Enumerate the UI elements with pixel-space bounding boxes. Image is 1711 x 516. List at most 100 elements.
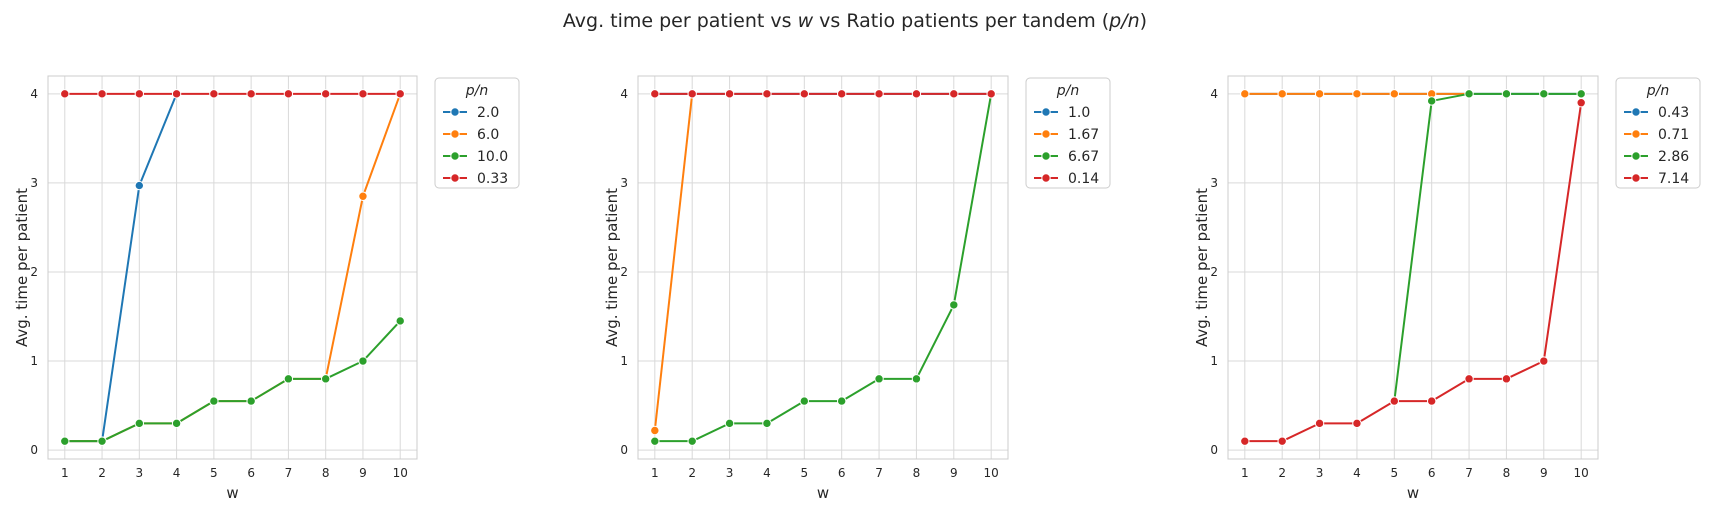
data-point <box>171 418 182 429</box>
data-point <box>1389 396 1400 406</box>
y-tick-label: 3 <box>620 176 628 190</box>
series-line <box>64 320 401 443</box>
x-tick-label: 3 <box>726 466 734 480</box>
legend-label: 1.67 <box>1068 127 1099 143</box>
legend-swatch-marker <box>1631 107 1641 117</box>
y-tick-label: 4 <box>30 87 38 101</box>
y-tick-label: 3 <box>30 176 38 190</box>
series-line <box>1244 102 1583 443</box>
chart-panel-2: 1 2 3 4 5 6 7 8 9 10 0 1 2 3 4 w Avg. time per patient p/… <box>603 75 1111 502</box>
data-point <box>836 89 847 99</box>
legend-title: p/n <box>1646 83 1669 99</box>
legend-swatch-marker <box>1631 129 1641 139</box>
x-tick-label: 2 <box>688 466 696 480</box>
data-point <box>949 89 959 99</box>
legend-label: 1.0 <box>1068 105 1090 121</box>
data-point <box>1501 89 1512 99</box>
legend-label: 6.0 <box>477 127 499 143</box>
data-point <box>1426 96 1437 106</box>
data-point <box>724 89 735 99</box>
data-point <box>97 89 107 99</box>
data-point <box>1352 418 1362 429</box>
data-point <box>134 418 145 429</box>
legend-label: 7.14 <box>1658 171 1689 187</box>
data-point <box>246 89 256 99</box>
data-point <box>1426 396 1437 406</box>
x-tick-label: 6 <box>1428 466 1436 480</box>
x-tick-label: 1 <box>61 466 69 480</box>
plot-frame <box>47 75 418 460</box>
data-point <box>724 418 735 429</box>
legend: p/n 2.0 6.0 10.0 0.33 <box>434 77 520 189</box>
data-point <box>1464 89 1474 99</box>
data-point <box>395 89 405 99</box>
series-0.33 <box>60 89 405 99</box>
legend-swatch-marker <box>450 173 460 183</box>
data-point <box>949 300 959 310</box>
y-tick-label: 2 <box>620 265 628 279</box>
data-point <box>1240 436 1250 446</box>
data-point <box>134 180 145 191</box>
data-point <box>1539 356 1549 366</box>
y-tick-label: 1 <box>30 354 38 368</box>
x-tick-label: 8 <box>1503 466 1511 480</box>
data-point <box>209 396 219 406</box>
x-tick-label: 9 <box>359 466 367 480</box>
y-tick-label: 4 <box>1210 87 1218 101</box>
legend-label: 2.0 <box>477 105 499 121</box>
data-point <box>1576 89 1586 99</box>
x-tick-label: 6 <box>838 466 846 480</box>
legend-swatch-marker <box>1041 173 1051 183</box>
data-point <box>395 316 405 326</box>
legend-label: 2.86 <box>1658 149 1689 165</box>
data-point <box>911 374 922 384</box>
data-point <box>1389 89 1400 99</box>
x-tick-label: 3 <box>1316 466 1324 480</box>
data-point <box>1277 436 1287 446</box>
legend-title: p/n <box>1056 83 1079 99</box>
legend-label: 10.0 <box>477 149 508 165</box>
data-point <box>762 89 772 99</box>
series-0.14 <box>650 89 996 99</box>
x-tick-label: 4 <box>173 466 181 480</box>
series-2.86 <box>1389 89 1586 406</box>
data-point <box>60 436 70 446</box>
data-point <box>874 374 884 384</box>
plot-frame <box>637 75 1009 460</box>
series-line <box>1393 92 1582 402</box>
series-6.0 <box>60 89 405 446</box>
data-point <box>60 89 70 99</box>
data-point <box>1501 374 1512 384</box>
data-point <box>209 89 219 99</box>
y-tick-label: 0 <box>30 443 38 457</box>
data-point <box>799 89 810 99</box>
data-point <box>320 374 331 384</box>
data-point <box>97 436 107 446</box>
x-tick-label: 7 <box>1465 466 1473 480</box>
series-line <box>654 93 993 443</box>
data-point <box>650 436 660 446</box>
x-tick-label: 7 <box>285 466 293 480</box>
series-line <box>64 93 402 443</box>
y-tick-label: 3 <box>1210 176 1218 190</box>
x-axis-label: w <box>1407 484 1419 502</box>
data-point <box>134 89 145 99</box>
data-point <box>1277 89 1287 99</box>
legend-label: 0.14 <box>1068 171 1099 187</box>
legend: p/n 1.0 1.67 6.67 0.14 <box>1025 77 1111 189</box>
data-point <box>1352 89 1362 99</box>
data-point <box>874 89 884 99</box>
data-point <box>799 396 810 406</box>
x-tick-label: 2 <box>1278 466 1286 480</box>
x-axis-label: w <box>226 484 238 502</box>
data-point <box>283 374 294 384</box>
legend-swatch-marker <box>1631 173 1641 183</box>
legend-swatch-marker <box>1041 129 1051 139</box>
y-tick-label: 4 <box>620 87 628 101</box>
x-tick-label: 3 <box>135 466 143 480</box>
x-tick-label: 5 <box>210 466 218 480</box>
x-tick-label: 10 <box>393 466 408 480</box>
data-point <box>1576 98 1586 108</box>
